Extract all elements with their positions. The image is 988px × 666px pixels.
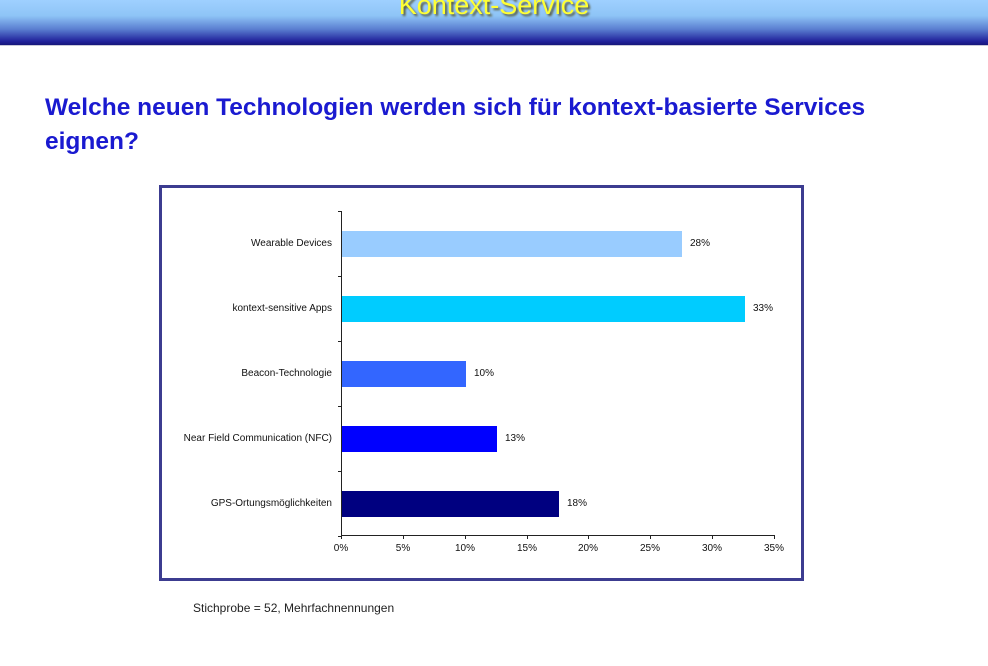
header-divider [0,45,988,46]
header-bar: Kontext-Service [0,0,988,45]
header-title: Kontext-Service [398,0,590,20]
question-heading: Welche neuen Technologien werden sich fü… [45,94,866,155]
sample-footnote: Stichprobe = 52, Mehrfachnennungen [193,601,395,615]
chart-frame [159,185,804,581]
